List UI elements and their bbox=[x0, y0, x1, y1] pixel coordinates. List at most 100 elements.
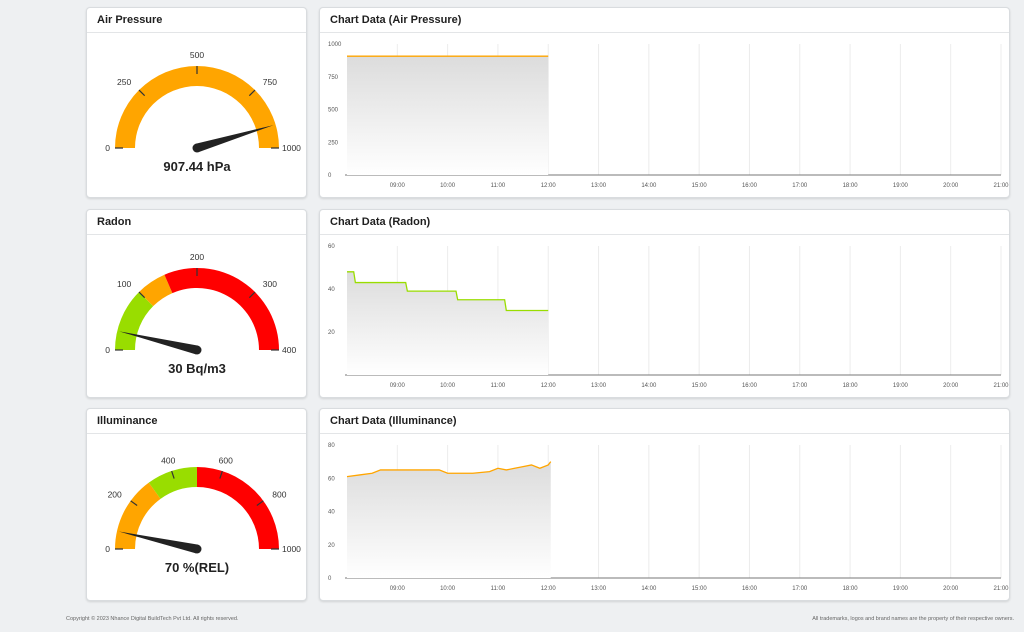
gauge-band bbox=[115, 482, 161, 549]
gauge-illuminance: 0 200 400 600 800 1000 70 %(REL) bbox=[105, 456, 301, 575]
chart-x-tick-label: 12:00 bbox=[541, 586, 557, 592]
gauge-tick bbox=[138, 291, 146, 299]
chart-x-tick-label: 20:00 bbox=[943, 586, 959, 592]
gauge-needle-hub bbox=[192, 544, 202, 554]
chart-x-tick-label: 11:00 bbox=[491, 383, 506, 389]
chart-x-tick-label: 12:00 bbox=[541, 383, 557, 389]
chart-x-tick-label: 10:00 bbox=[440, 183, 456, 189]
chart-y-tick-label: 20 bbox=[328, 543, 335, 549]
gauge-tick-label: 750 bbox=[263, 77, 277, 87]
chart-x-tick-label: 14:00 bbox=[641, 183, 657, 189]
chart-card-illuminance: Chart Data (Illuminance) 09:00 10:00 11:00… bbox=[319, 408, 1010, 601]
chart-y-tick-label: 60 bbox=[328, 476, 335, 482]
gauge-reading: 70 %(REL) bbox=[165, 560, 229, 575]
gauge-tick-label: 200 bbox=[190, 252, 204, 262]
gauge-band bbox=[115, 292, 154, 350]
gauge-tick-label: 250 bbox=[117, 77, 131, 87]
gauge-card-illuminance: Illuminance 0 200 400 600 800 1000 70 %(REL) bbox=[86, 408, 307, 601]
gauge-tick-label: 400 bbox=[161, 456, 175, 466]
chart-x-tick-label: 16:00 bbox=[742, 383, 758, 389]
chart-x-tick-label: 15:00 bbox=[692, 383, 708, 389]
gauge-band bbox=[197, 467, 279, 549]
gauge-tick-label: 100 bbox=[117, 279, 131, 289]
chart-x-tick-label: 20:00 bbox=[943, 183, 959, 189]
chart-x-tick-label: 13:00 bbox=[591, 383, 607, 389]
gauge-band bbox=[139, 274, 173, 307]
chart-x-tick-label: 18:00 bbox=[843, 383, 859, 389]
chart-x-tick-label: 17:00 bbox=[792, 586, 808, 592]
chart-series-line bbox=[346, 461, 552, 478]
gauge-tick bbox=[248, 291, 256, 299]
chart-series-line bbox=[347, 271, 549, 312]
chart-x-tick-label: 20:00 bbox=[943, 383, 959, 389]
gauge-air-pressure: 0 250 500 750 1000 907.44 hPa bbox=[105, 50, 301, 174]
chart-x-tick-label: 09:00 bbox=[390, 383, 406, 389]
chart-x-tick-label: 16:00 bbox=[742, 183, 758, 189]
gauge-needle-hub bbox=[192, 345, 202, 355]
gauge-tick bbox=[138, 89, 146, 97]
chart-series-area bbox=[347, 56, 549, 175]
gauge-card-title: Illuminance bbox=[87, 409, 306, 434]
gauge-band bbox=[148, 467, 197, 499]
gauge-card-air-pressure: Air Pressure 0 250 500 750 1000 907.44 hPa bbox=[86, 7, 307, 198]
chart-x-tick-label: 15:00 bbox=[692, 586, 708, 592]
gauge-tick-label: 0 bbox=[105, 345, 110, 355]
chart-x-tick-label: 13:00 bbox=[591, 586, 607, 592]
gauge-needle-hub bbox=[192, 143, 202, 153]
chart-y-tick-label: 20 bbox=[328, 330, 335, 336]
chart-x-tick-label: 12:00 bbox=[541, 183, 557, 189]
chart-y-tick-label: 0 bbox=[328, 576, 332, 582]
chart-x-tick-label: 11:00 bbox=[491, 586, 506, 592]
gauge-tick bbox=[256, 500, 264, 506]
chart-x-tick-label: 10:00 bbox=[440, 383, 456, 389]
gauge-needle bbox=[119, 331, 199, 355]
footer-copyright: Copyright © 2023 Nhance Digital BuildTec… bbox=[66, 616, 239, 622]
chart-y-tick-label: 500 bbox=[328, 108, 339, 114]
gauge-reading: 30 Bq/m3 bbox=[168, 361, 226, 376]
chart-y-tick-label: 750 bbox=[328, 75, 339, 81]
gauge-tick-label: 1000 bbox=[282, 544, 301, 554]
chart-y-tick-label: 40 bbox=[328, 287, 335, 293]
chart-y-tick-label: 80 bbox=[328, 443, 335, 449]
gauge-tick-label: 600 bbox=[219, 456, 233, 466]
gauge-band bbox=[115, 66, 279, 148]
chart-series-area bbox=[347, 461, 551, 578]
gauge-tick-label: 1000 bbox=[282, 143, 301, 153]
chart-x-tick-label: 09:00 bbox=[390, 586, 406, 592]
chart-card-radon: Chart Data (Radon) 09:00 10:00 11:00 12:00 1… bbox=[319, 209, 1010, 398]
chart-x-tick-label: 11:00 bbox=[491, 183, 506, 189]
chart-x-tick-label: 21:00 bbox=[993, 383, 1009, 389]
gauge-card-radon: Radon 0 100 200 300 400 30 Bq/m3 bbox=[86, 209, 307, 398]
chart-x-tick-label: 21:00 bbox=[993, 183, 1009, 189]
gauge-tick bbox=[248, 89, 256, 97]
chart-x-tick-label: 17:00 bbox=[792, 183, 808, 189]
gauge-card-title: Air Pressure bbox=[87, 8, 306, 33]
chart-y-tick-label: 40 bbox=[328, 510, 335, 516]
chart-illuminance: 09:00 10:00 11:00 12:00 13:00 14:00 15:00 16:00… bbox=[328, 443, 1009, 592]
gauge-radon: 0 100 200 300 400 30 Bq/m3 bbox=[105, 252, 296, 376]
chart-card-title: Chart Data (Radon) bbox=[320, 210, 1009, 235]
gauge-tick-label: 200 bbox=[108, 489, 122, 499]
chart-x-tick-label: 14:00 bbox=[641, 383, 657, 389]
chart-card-air-pressure: Chart Data (Air Pressure) 09:00 10:00 11:0… bbox=[319, 7, 1010, 198]
gauge-band bbox=[164, 268, 279, 350]
chart-x-tick-label: 19:00 bbox=[893, 183, 909, 189]
chart-radon: 09:00 10:00 11:00 12:00 13:00 14:00 15:00 16:00… bbox=[328, 244, 1009, 389]
chart-y-tick-label: 0 bbox=[328, 173, 332, 179]
chart-y-tick-label: 60 bbox=[328, 244, 335, 250]
gauge-tick-label: 0 bbox=[105, 544, 110, 554]
chart-x-tick-label: 13:00 bbox=[591, 183, 607, 189]
chart-x-tick-label: 18:00 bbox=[843, 183, 859, 189]
chart-y-tick-label: 250 bbox=[328, 140, 339, 146]
chart-x-tick-label: 19:00 bbox=[893, 586, 909, 592]
chart-card-title: Chart Data (Illuminance) bbox=[320, 409, 1009, 434]
chart-x-tick-label: 21:00 bbox=[993, 586, 1009, 592]
gauge-tick-label: 0 bbox=[105, 143, 110, 153]
gauge-tick-label: 300 bbox=[263, 279, 277, 289]
footer-trademarks: All trademarks, logos and brand names ar… bbox=[812, 616, 1014, 622]
chart-air-pressure: 09:00 10:00 11:00 12:00 13:00 14:00 15:00 16:00… bbox=[328, 42, 1009, 189]
chart-x-tick-label: 16:00 bbox=[742, 586, 758, 592]
chart-x-tick-label: 10:00 bbox=[440, 586, 456, 592]
gauge-tick-label: 800 bbox=[272, 489, 286, 499]
chart-series-area bbox=[347, 271, 549, 375]
